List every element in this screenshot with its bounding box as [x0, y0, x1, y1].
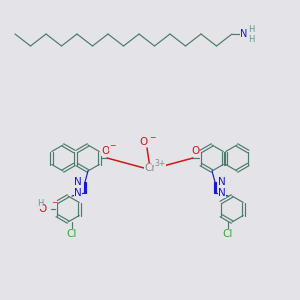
Text: N: N — [240, 29, 248, 39]
Text: H: H — [248, 25, 254, 34]
Text: −: − — [149, 134, 155, 142]
Text: Cl: Cl — [223, 229, 233, 239]
Text: −: − — [109, 142, 115, 151]
Text: −: − — [51, 199, 57, 208]
Text: H: H — [248, 34, 254, 43]
Text: Cl: Cl — [67, 229, 77, 239]
Text: O: O — [140, 137, 148, 147]
Text: H: H — [37, 200, 43, 208]
Text: O: O — [101, 146, 109, 156]
Text: Cr: Cr — [144, 163, 156, 173]
Text: N: N — [218, 177, 226, 187]
Text: O: O — [39, 204, 47, 214]
Text: O: O — [191, 146, 199, 156]
Text: N: N — [218, 188, 226, 198]
Text: N: N — [74, 177, 82, 187]
Text: N: N — [74, 188, 82, 198]
Text: 3+: 3+ — [154, 160, 166, 169]
